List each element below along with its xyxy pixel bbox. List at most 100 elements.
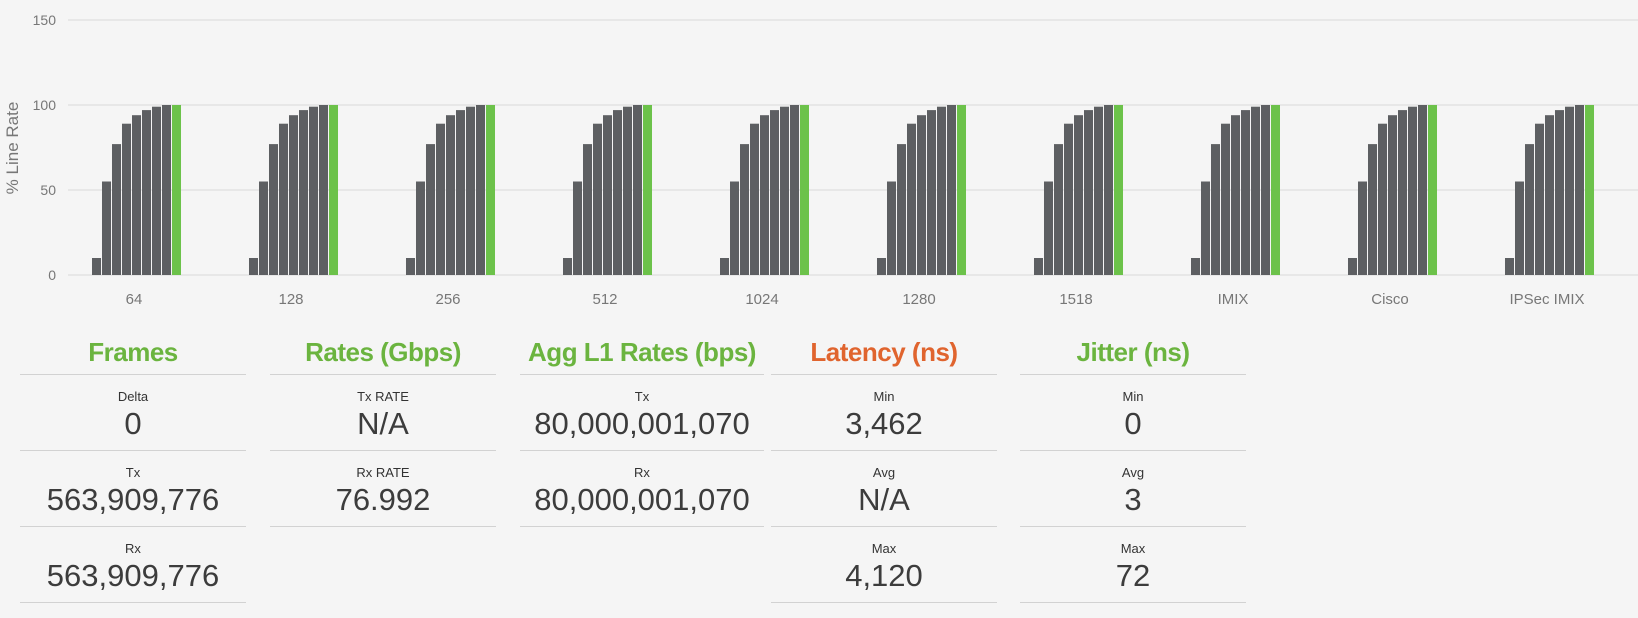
jitter-title: Jitter (ns) (1020, 330, 1246, 375)
y-tick-label-150: 150 (33, 12, 57, 28)
bar-5-0 (877, 258, 886, 275)
frames-delta-value: 0 (124, 406, 142, 441)
latency-min-value: 3,462 (845, 406, 923, 441)
latency-max-label: Max (871, 541, 897, 556)
bar-6-0 (1034, 258, 1043, 275)
bar-1-3 (279, 123, 288, 275)
frames-delta-label: Delta (117, 389, 149, 404)
bar-4-8 (800, 105, 809, 275)
jitter-max-value: 72 (1115, 558, 1151, 593)
y-tick-label-100: 100 (33, 97, 57, 113)
bar-9-5 (1555, 110, 1564, 275)
bar-9-1 (1515, 181, 1524, 275)
bar-2-0 (406, 258, 415, 275)
jitter-min-value: 0 (1124, 406, 1142, 441)
x-tick-label-1: 128 (278, 291, 303, 308)
line-rate-chart: 0 50 100 150 % Line Rate 64 128 256 512 1024 1280 1… (3, 12, 1638, 308)
bar-3-6 (623, 106, 632, 275)
bar-1-6 (309, 106, 318, 275)
bar-3-5 (613, 110, 622, 275)
bar-8-0 (1348, 258, 1357, 275)
bar-9-2 (1525, 144, 1534, 275)
bar-9-3 (1535, 123, 1544, 275)
x-tick-label-5: 1280 (902, 291, 935, 308)
bar-5-8 (957, 105, 966, 275)
bar-7-8 (1271, 105, 1280, 275)
bar-4-0 (720, 258, 729, 275)
rates-rx-cell: Rx RATE 76.992 (270, 451, 496, 527)
bar-5-1 (887, 181, 896, 275)
frames-rx-value: 563,909,776 (46, 558, 220, 593)
bar-8-1 (1358, 181, 1367, 275)
bar-8-2 (1368, 144, 1377, 275)
bar-1-7 (319, 105, 328, 275)
bar-1-5 (299, 110, 308, 275)
bar-9-4 (1545, 115, 1554, 275)
bar-1-1 (259, 181, 268, 275)
bar-2-8 (486, 105, 495, 275)
bar-7-6 (1251, 106, 1260, 275)
jitter-avg-value: 3 (1124, 482, 1142, 517)
bar-1-2 (269, 144, 278, 275)
jitter-avg-cell: Avg 3 (1020, 451, 1246, 527)
bar-7-2 (1211, 144, 1220, 275)
latency-max-cell: Max 4,120 (771, 527, 997, 603)
x-tick-label-4: 1024 (745, 291, 778, 308)
rates-panel: Rates (Gbps) Tx RATE N/A Rx RATE 76.992 (270, 330, 496, 527)
bar-3-8 (643, 105, 652, 275)
bar-9-7 (1575, 105, 1584, 275)
rates-tx-cell: Tx RATE N/A (270, 375, 496, 451)
bar-4-1 (730, 181, 739, 275)
bar-7-0 (1191, 258, 1200, 275)
x-tick-label-8: Cisco (1371, 291, 1409, 308)
agg-l1-rates-title: Agg L1 Rates (bps) (520, 330, 764, 375)
rates-tx-value: N/A (357, 406, 409, 441)
x-tick-label-6: 1518 (1059, 291, 1092, 308)
bar-8-7 (1418, 105, 1427, 275)
bar-3-4 (603, 115, 612, 275)
bar-9-0 (1505, 258, 1514, 275)
bar-8-3 (1378, 123, 1387, 275)
bar-0-7 (162, 105, 171, 275)
bar-6-2 (1054, 144, 1063, 275)
frames-rx-label: Rx (125, 541, 141, 556)
bar-0-4 (132, 115, 141, 275)
bar-6-8 (1114, 105, 1123, 275)
frames-title: Frames (20, 330, 246, 375)
bar-4-4 (760, 115, 769, 275)
bar-1-4 (289, 115, 298, 275)
rates-tx-label: Tx RATE (357, 389, 409, 404)
rates-title: Rates (Gbps) (270, 330, 496, 375)
jitter-panel: Jitter (ns) Min 0 Avg 3 Max 72 (1020, 330, 1246, 603)
jitter-min-cell: Min 0 (1020, 375, 1246, 451)
bar-2-3 (436, 123, 445, 275)
bar-5-7 (947, 105, 956, 275)
bar-5-6 (937, 106, 946, 275)
jitter-avg-label: Avg (1121, 465, 1145, 480)
x-tick-label-3: 512 (592, 291, 617, 308)
bar-2-5 (456, 110, 465, 275)
latency-panel: Latency (ns) Min 3,462 Avg N/A Max 4,120 (771, 330, 997, 603)
bar-6-4 (1074, 115, 1083, 275)
bar-7-4 (1231, 115, 1240, 275)
y-axis-label: % Line Rate (3, 102, 22, 195)
latency-min-label: Min (873, 389, 895, 404)
bar-3-1 (573, 181, 582, 275)
agg-tx-label: Tx (634, 389, 650, 404)
bar-7-1 (1201, 181, 1210, 275)
bar-6-6 (1094, 106, 1103, 275)
bar-5-4 (917, 115, 926, 275)
bar-0-2 (112, 144, 121, 275)
bar-4-2 (740, 144, 749, 275)
bar-3-0 (563, 258, 572, 275)
agg-rx-label: Rx (634, 465, 650, 480)
jitter-max-label: Max (1120, 541, 1146, 556)
y-tick-label-0: 0 (48, 267, 56, 283)
frames-rx-cell: Rx 563,909,776 (20, 527, 246, 603)
bar-4-5 (770, 110, 779, 275)
bar-0-1 (102, 181, 111, 275)
agg-tx-cell: Tx 80,000,001,070 (520, 375, 764, 451)
bar-8-5 (1398, 110, 1407, 275)
bar-7-3 (1221, 123, 1230, 275)
bar-0-0 (92, 258, 101, 275)
